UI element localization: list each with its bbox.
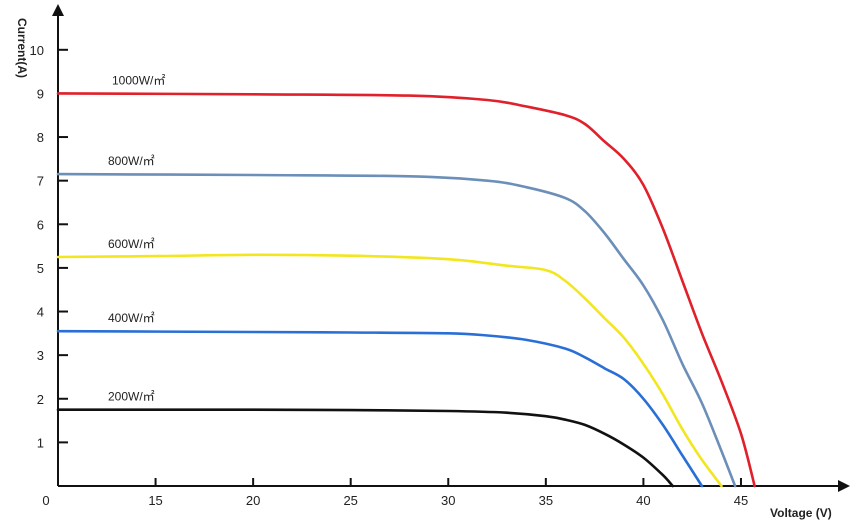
series-line [56, 172, 737, 488]
y-tick-label: 9 [37, 86, 44, 101]
y-tick-label: 8 [37, 130, 44, 145]
y-tick-label: 6 [37, 217, 44, 232]
x-axis-title: Voltage (V) [770, 506, 832, 520]
series-line [56, 253, 723, 488]
series-line [56, 92, 756, 488]
x-axis-arrowhead [838, 480, 850, 492]
y-axis-title: Current(A) [15, 18, 29, 78]
x-ticks: 0 15 20 25 30 35 40 45 [42, 478, 748, 508]
x-tick-label: 30 [441, 493, 455, 508]
y-tick-label: 7 [37, 174, 44, 189]
x-tick-label: 0 [42, 493, 49, 508]
x-tick-label: 45 [734, 493, 748, 508]
x-tick-label: 15 [148, 493, 162, 508]
series-line [56, 329, 704, 488]
axes-layer [52, 4, 850, 492]
x-tick-label: 25 [343, 493, 357, 508]
x-tick-label: 35 [539, 493, 553, 508]
y-tick-label: 10 [30, 43, 44, 58]
series-label: 600W/㎡ [108, 237, 155, 251]
y-tick-label: 4 [37, 305, 44, 320]
series-layer [56, 92, 756, 488]
series-label: 800W/㎡ [108, 154, 155, 168]
y-tick-label: 2 [37, 392, 44, 407]
y-ticks: 1 2 3 4 5 6 7 8 9 10 [30, 43, 68, 450]
series-label: 400W/㎡ [108, 311, 155, 325]
series-line [56, 408, 674, 488]
y-tick-label: 3 [37, 348, 44, 363]
series-labels: 1000W/㎡ 800W/㎡ 600W/㎡ 400W/㎡ 200W/㎡ [108, 73, 165, 403]
series-label: 200W/㎡ [108, 390, 155, 404]
x-tick-label: 40 [636, 493, 650, 508]
y-tick-label: 1 [37, 435, 44, 450]
y-axis-arrowhead [52, 4, 64, 16]
series-label: 1000W/㎡ [112, 73, 165, 87]
x-tick-label: 20 [246, 493, 260, 508]
y-tick-label: 5 [37, 261, 44, 276]
